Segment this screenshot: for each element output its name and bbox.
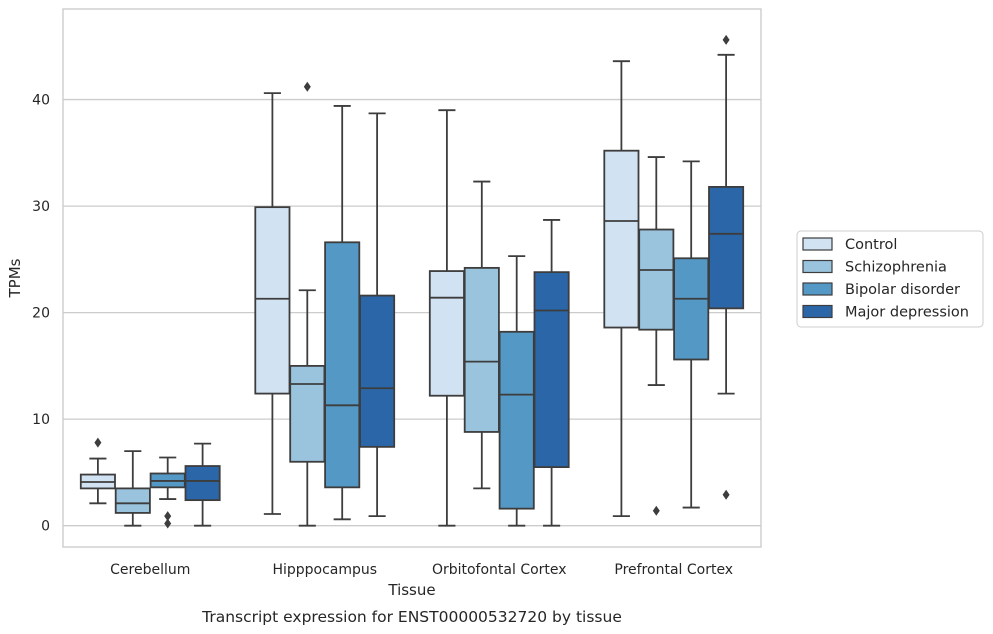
- x-tick-labels: Cerebellum Hipppocampus Orbitofontal Corte…: [110, 562, 733, 578]
- y-tick-label: 20: [32, 306, 50, 322]
- outlier-point: [164, 518, 172, 529]
- x-axis-label: Tissue: [387, 581, 435, 599]
- box-iqr: [359, 294, 396, 448]
- box-group: [79, 437, 116, 505]
- box-iqr: [708, 186, 745, 310]
- box-group: [533, 219, 570, 527]
- box-iqr: [533, 271, 570, 468]
- y-axis-label: TPMs: [6, 258, 24, 298]
- y-tick-label: 40: [32, 93, 50, 109]
- outlier-point: [722, 489, 730, 500]
- legend-swatch: [802, 304, 833, 319]
- box-group: [673, 160, 710, 509]
- box-iqr: [638, 228, 675, 331]
- box-iqr: [289, 364, 326, 463]
- legend-label: Schizophrenia: [845, 260, 947, 276]
- legend-frame: [796, 230, 984, 328]
- x-tick-label: Orbitofontal Cortex: [432, 562, 567, 578]
- legend-item: Control: [802, 237, 897, 253]
- legend: Control Schizophrenia Bipolar disorder Majo…: [796, 230, 984, 328]
- box-iqr: [184, 465, 221, 502]
- outlier-point: [303, 81, 311, 92]
- box-group: [254, 92, 291, 515]
- x-tick-label: Cerebellum: [110, 562, 190, 578]
- box-group: [184, 442, 221, 527]
- box-groups: [79, 34, 745, 529]
- box-iqr: [324, 241, 361, 489]
- legend-swatch: [802, 282, 833, 296]
- box-iqr: [463, 266, 500, 433]
- x-tick-label: Hipppocampus: [272, 562, 377, 578]
- box-group: [603, 60, 640, 518]
- box-group: [428, 109, 465, 527]
- legend-label: Major depression: [845, 305, 969, 321]
- box-iqr: [498, 330, 535, 510]
- box-group: [324, 105, 361, 521]
- legend-item: Bipolar disorder: [802, 282, 960, 298]
- legend-label: Control: [845, 237, 897, 253]
- y-tick-label: 0: [41, 519, 50, 535]
- box-iqr: [603, 149, 640, 329]
- box-iqr: [254, 206, 291, 395]
- box-group: [149, 456, 186, 529]
- outlier-point: [652, 505, 660, 516]
- box-group: [289, 81, 326, 527]
- legend-item: Schizophrenia: [802, 259, 947, 276]
- box-group: [638, 156, 675, 516]
- legend-label: Bipolar disorder: [845, 282, 960, 298]
- chart-caption: Transcript expression for ENST0000053272…: [201, 608, 622, 626]
- outlier-point: [94, 437, 102, 448]
- box-group: [498, 255, 535, 527]
- box-iqr: [114, 487, 151, 514]
- outlier-point: [722, 34, 730, 45]
- legend-item: Major depression: [802, 304, 969, 321]
- box-iqr: [673, 257, 710, 361]
- box-group: [114, 450, 151, 527]
- box-group: [359, 112, 396, 518]
- x-tick-label: Prefrontal Cortex: [614, 562, 733, 578]
- y-tick-labels: 0 10 20 30 40: [32, 93, 50, 535]
- outlier-point: [164, 511, 172, 522]
- y-tick-label: 10: [32, 412, 50, 428]
- plot-frame: [62, 8, 762, 548]
- box-iqr: [428, 270, 465, 397]
- box-group: [463, 180, 500, 490]
- legend-swatch: [802, 237, 833, 251]
- legend-swatch: [802, 259, 833, 274]
- y-tick-label: 30: [32, 199, 50, 215]
- box-group: [708, 34, 745, 500]
